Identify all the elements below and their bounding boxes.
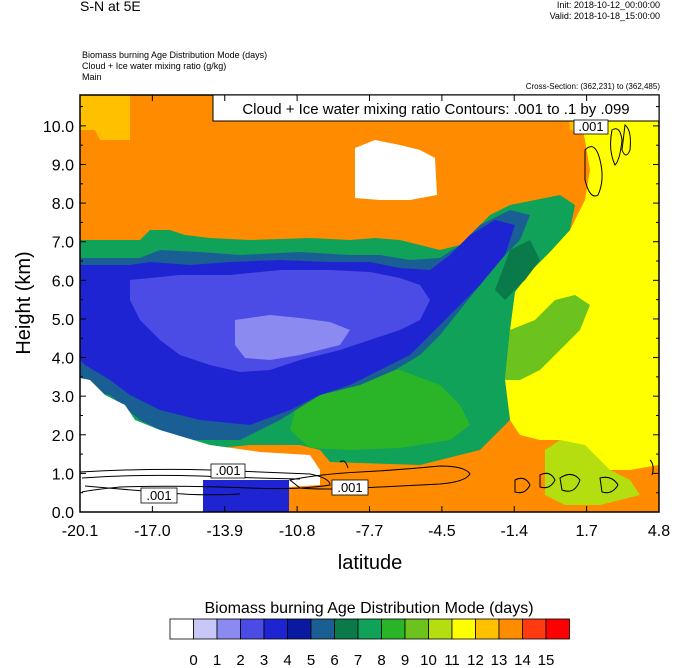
- y-tick-label: 10.0: [43, 119, 74, 136]
- colorbar-swatch: [216, 618, 241, 640]
- colorbar-swatch: [169, 618, 194, 640]
- region-white-top: [355, 140, 437, 200]
- region-surface-blue: [203, 480, 289, 512]
- contour-title-box: [212, 94, 660, 122]
- x-tick-label: -20.1: [62, 523, 99, 540]
- colorbar-label: 1: [213, 652, 221, 668]
- cross-section-label: Cross-Section: (362,231) to (362,485): [525, 82, 660, 91]
- colorbar-swatch: [263, 618, 288, 640]
- contour-label: .001: [337, 480, 362, 495]
- colorbar-label: 5: [307, 652, 315, 668]
- colorbar-label: 6: [330, 652, 338, 668]
- region-lightpurple: [235, 315, 350, 360]
- contour-label-box: [210, 463, 246, 479]
- colorbar-labels: 0 1 2 3 4 5 6 7 8 9 10 11 12 13 14 15: [189, 652, 554, 668]
- region-darkgreen: [495, 240, 540, 300]
- y-tick-label: 0.0: [52, 505, 74, 522]
- y-tick-label: 1.0: [52, 466, 74, 483]
- colorbar-label: 10: [420, 652, 437, 668]
- colorbar-swatch: [404, 618, 429, 640]
- init-time: Init: 2018-10-12_00:00:00: [556, 0, 660, 10]
- valid-time: Valid: 2018-10-18_15:00:00: [549, 11, 660, 21]
- colorbar-label: 11: [444, 652, 460, 668]
- x-axis-title: latitude: [338, 552, 403, 574]
- colorbar-label: 0: [189, 652, 197, 668]
- colorbar-label: 3: [260, 652, 268, 668]
- x-tick-label: -7.7: [356, 523, 384, 540]
- colorbar-label: 4: [283, 652, 291, 668]
- plot-title: S-N at 5E: [80, 0, 141, 14]
- y-axis: 0.0 1.0 2.0 3.0 4.0 5.0 6.0 7.0 8.0 9.0 10.0: [43, 106, 659, 522]
- x-tick-label: 4.8: [648, 523, 670, 540]
- colorbar-swatch: [545, 618, 570, 640]
- colorbar-swatch: [381, 618, 406, 640]
- x-tick-label: -13.9: [207, 523, 244, 540]
- colorbar-swatch: [428, 618, 453, 640]
- contour-label-box: [140, 487, 178, 504]
- colorbar-swatch: [287, 618, 312, 640]
- contour-label-group: .001 .001 .001 .001: [140, 119, 609, 504]
- contour-label-box: [331, 479, 369, 496]
- colorbar-label: 14: [514, 652, 531, 668]
- x-tick-label: -4.5: [428, 523, 456, 540]
- y-tick-label: 2.0: [52, 428, 74, 445]
- y-tick-label: 8.0: [52, 196, 74, 213]
- colorbar-swatch: [310, 618, 335, 640]
- colorbar-swatch: [193, 618, 218, 640]
- region-gold-corner: [80, 95, 130, 140]
- heatmap-field: [80, 95, 659, 512]
- colorbar-swatch: [240, 618, 265, 640]
- contour-label: .001: [578, 119, 603, 134]
- field-label-main: Main: [82, 72, 102, 82]
- region-yellow: [505, 95, 659, 470]
- colorbar-title: Biomass burning Age Distribution Mode (d…: [204, 600, 533, 617]
- contour-label-box: [573, 119, 609, 135]
- y-tick-label: 3.0: [52, 389, 74, 406]
- colorbar: [169, 618, 570, 640]
- y-tick-label: 5.0: [52, 312, 74, 329]
- contour-label: .001: [215, 463, 240, 478]
- colorbar-label: 15: [538, 652, 555, 668]
- colorbar-swatch: [451, 618, 476, 640]
- region-yellowgreen: [505, 295, 590, 380]
- colorbar-label: 2: [236, 652, 244, 668]
- colorbar-label: 7: [354, 652, 362, 668]
- contour-lines: [80, 124, 654, 496]
- colorbar-swatch: [475, 618, 500, 640]
- contour-label: .001: [146, 488, 171, 503]
- y-tick-label: 7.0: [52, 235, 74, 252]
- y-tick-label: 4.0: [52, 351, 74, 368]
- x-tick-label: -10.8: [279, 523, 316, 540]
- colorbar-label: 9: [401, 652, 409, 668]
- contour-title: Cloud + Ice water mixing ratio Contours:…: [242, 101, 629, 118]
- colorbar-swatch: [522, 618, 547, 640]
- x-tick-label: 1.7: [576, 523, 598, 540]
- field-label-age: Biomass burning Age Distribution Mode (d…: [82, 50, 268, 60]
- y-tick-label: 9.0: [52, 158, 74, 175]
- colorbar-label: 13: [491, 652, 508, 668]
- x-tick-label: -1.4: [500, 523, 528, 540]
- y-tick-label: 6.0: [52, 273, 74, 290]
- colorbar-swatch: [357, 618, 382, 640]
- field-label-cloud: Cloud + Ice water mixing ratio (g/kg): [82, 61, 227, 71]
- region-lime: [545, 440, 640, 505]
- colorbar-label: 12: [467, 652, 484, 668]
- y-axis-title: Height (km): [13, 251, 35, 354]
- x-axis: -20.1 -17.0 -13.9 -10.8 -7.7 -4.5 -1.4 1.7 4.8: [62, 95, 670, 540]
- colorbar-swatch: [334, 618, 359, 640]
- colorbar-swatch: [498, 618, 523, 640]
- colorbar-label: 8: [377, 652, 385, 668]
- x-tick-label: -17.0: [134, 523, 171, 540]
